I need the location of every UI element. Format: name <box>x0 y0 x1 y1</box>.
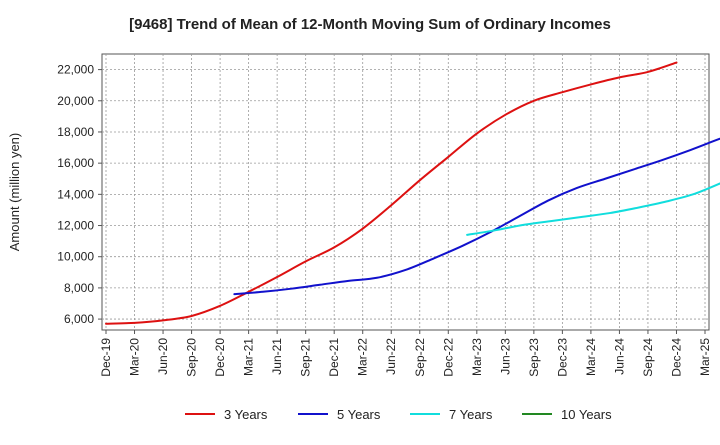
y-tick-label: 14,000 <box>57 187 94 201</box>
x-tick-label: Dec-22 <box>441 338 455 377</box>
legend-label: 10 Years <box>561 407 612 422</box>
chart-title: [9468] Trend of Mean of 12-Month Moving … <box>129 16 611 33</box>
series-line-5-years <box>233 137 720 296</box>
x-tick-label: Jun-22 <box>384 338 398 375</box>
legend-label: 7 Years <box>449 407 493 422</box>
x-tick-label: Mar-22 <box>356 338 370 376</box>
series-line-3-years <box>105 61 678 325</box>
x-tick-label: Sep-21 <box>299 338 313 377</box>
grid <box>102 54 709 330</box>
x-tick-label: Jun-21 <box>270 338 284 375</box>
y-tick-label: 8,000 <box>64 281 94 295</box>
series-group <box>105 61 720 325</box>
x-tick-label: Mar-23 <box>470 338 484 376</box>
x-tick-label: Dec-23 <box>555 338 569 377</box>
y-tick-label: 22,000 <box>57 63 94 77</box>
x-tick-label: Sep-20 <box>185 338 199 377</box>
x-tick-label: Jun-24 <box>612 338 626 375</box>
y-axis: 6,000 8,000 10,000 12,000 14,000 16,000 18,000… <box>57 63 102 326</box>
x-tick-label: Sep-24 <box>641 338 655 377</box>
x-tick-label: Mar-21 <box>242 338 256 376</box>
y-tick-label: 10,000 <box>57 250 94 264</box>
x-tick-label: Dec-20 <box>213 338 227 377</box>
x-tick-label: Dec-19 <box>99 338 113 377</box>
x-tick-label: Jun-23 <box>498 338 512 375</box>
y-axis-label: Amount (million yen) <box>7 133 22 252</box>
x-tick-label: Mar-20 <box>128 338 142 376</box>
legend: 3 Years 5 Years 7 Years 10 Years <box>185 407 612 422</box>
x-axis: Dec-19 Mar-20 Jun-20 Sep-20 Dec-20 Mar-21 Jun-… <box>99 330 712 377</box>
y-tick-label: 20,000 <box>57 94 94 108</box>
y-tick-label: 18,000 <box>57 125 94 139</box>
x-tick-label: Mar-25 <box>698 338 712 376</box>
y-tick-label: 12,000 <box>57 219 94 233</box>
x-tick-label: Sep-22 <box>413 338 427 377</box>
legend-label: 3 Years <box>224 407 268 422</box>
x-tick-label: Dec-24 <box>669 338 683 377</box>
x-tick-label: Jun-20 <box>156 338 170 375</box>
x-tick-label: Mar-24 <box>584 338 598 376</box>
series-line-7-years <box>466 182 720 236</box>
y-tick-label: 6,000 <box>64 312 94 326</box>
legend-label: 5 Years <box>337 407 381 422</box>
x-tick-label: Sep-23 <box>527 338 541 377</box>
x-tick-label: Dec-21 <box>327 338 341 377</box>
y-tick-label: 16,000 <box>57 156 94 170</box>
